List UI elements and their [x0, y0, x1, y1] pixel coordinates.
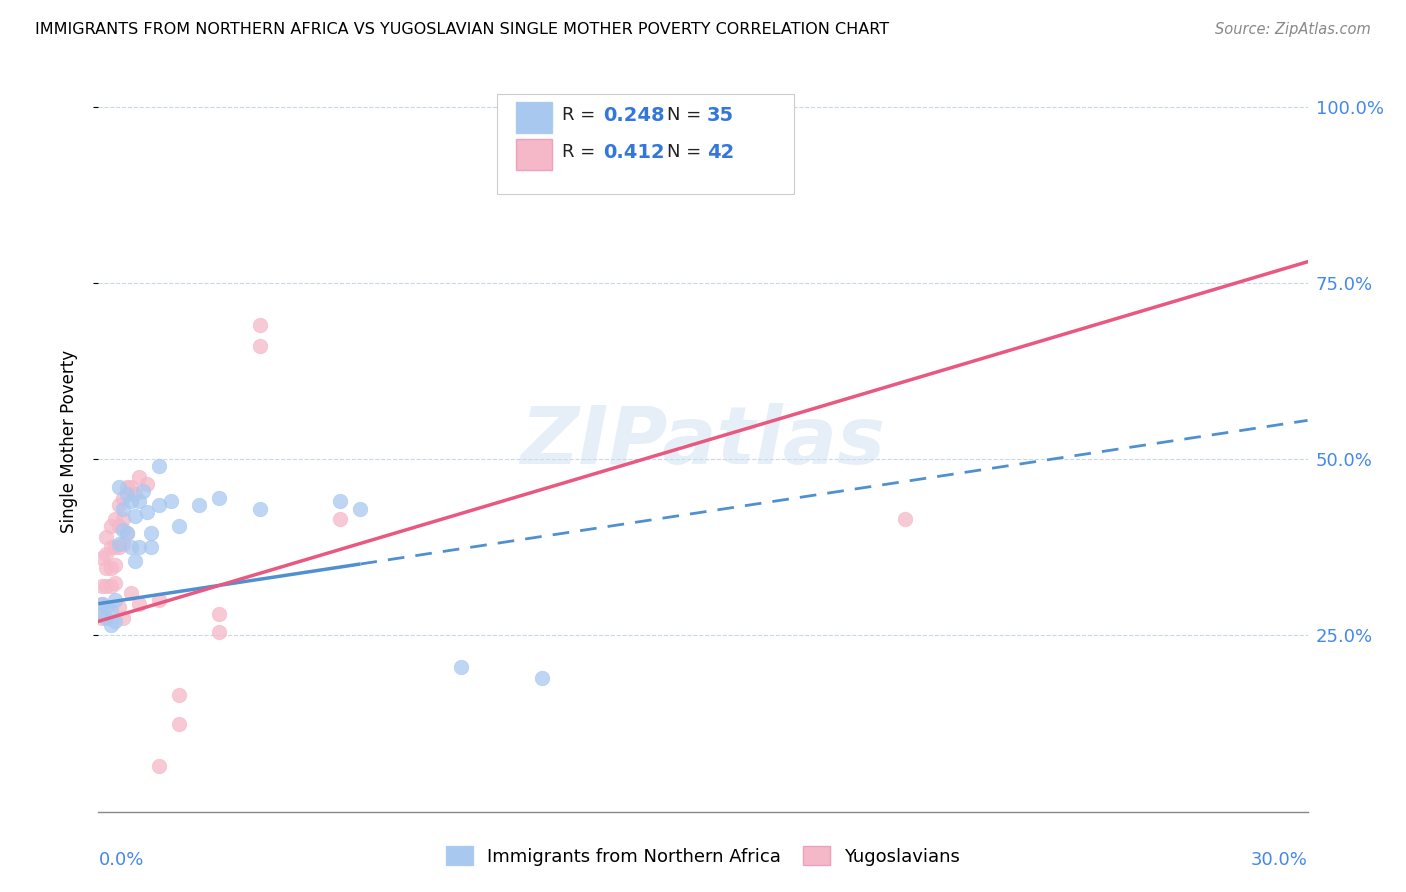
- Point: [139, 526, 162, 541]
- Text: 42: 42: [707, 143, 734, 161]
- Text: IMMIGRANTS FROM NORTHERN AFRICA VS YUGOSLAVIAN SINGLE MOTHER POVERTY CORRELATION: IMMIGRANTS FROM NORTHERN AFRICA VS YUGOS…: [35, 22, 889, 37]
- Point: [107, 498, 129, 512]
- Point: [103, 512, 125, 526]
- Point: [103, 558, 125, 572]
- Point: [111, 611, 134, 625]
- Point: [111, 491, 134, 505]
- Point: [160, 494, 183, 508]
- Text: N =: N =: [666, 106, 707, 124]
- Point: [148, 459, 170, 474]
- Point: [100, 618, 122, 632]
- Point: [135, 505, 157, 519]
- Text: 35: 35: [707, 105, 734, 125]
- Point: [91, 550, 114, 565]
- FancyBboxPatch shape: [498, 94, 793, 194]
- Point: [139, 541, 162, 555]
- Point: [893, 512, 915, 526]
- Point: [96, 547, 118, 561]
- Point: [148, 593, 170, 607]
- Point: [329, 512, 352, 526]
- FancyBboxPatch shape: [516, 102, 551, 133]
- Point: [167, 519, 190, 533]
- Point: [188, 498, 211, 512]
- Point: [124, 487, 146, 501]
- Point: [249, 318, 271, 333]
- Point: [91, 579, 114, 593]
- Point: [91, 597, 114, 611]
- Point: [208, 624, 231, 639]
- Point: [91, 597, 114, 611]
- Point: [91, 611, 114, 625]
- Point: [530, 671, 553, 685]
- Point: [100, 541, 122, 555]
- Point: [450, 660, 472, 674]
- Point: [100, 561, 122, 575]
- Point: [349, 501, 371, 516]
- Point: [115, 526, 138, 541]
- Point: [96, 611, 118, 625]
- Point: [103, 615, 125, 629]
- Point: [167, 689, 190, 703]
- Point: [96, 561, 118, 575]
- Point: [107, 600, 129, 615]
- Point: [96, 579, 118, 593]
- Text: 0.0%: 0.0%: [98, 850, 143, 869]
- Point: [115, 487, 138, 501]
- FancyBboxPatch shape: [516, 139, 551, 169]
- Point: [128, 597, 150, 611]
- Point: [120, 480, 142, 494]
- Point: [120, 494, 142, 508]
- Point: [120, 586, 142, 600]
- Point: [329, 494, 352, 508]
- Point: [96, 530, 118, 544]
- Point: [249, 339, 271, 353]
- Point: [208, 491, 231, 505]
- Text: 0.412: 0.412: [603, 143, 664, 161]
- Point: [115, 480, 138, 494]
- Point: [107, 480, 129, 494]
- Text: 0.248: 0.248: [603, 105, 664, 125]
- Text: 30.0%: 30.0%: [1251, 850, 1308, 869]
- Point: [107, 537, 129, 551]
- Point: [111, 523, 134, 537]
- Point: [100, 519, 122, 533]
- Text: Source: ZipAtlas.com: Source: ZipAtlas.com: [1215, 22, 1371, 37]
- Text: ZIPatlas: ZIPatlas: [520, 402, 886, 481]
- Point: [124, 554, 146, 568]
- Point: [96, 600, 118, 615]
- Point: [115, 526, 138, 541]
- Point: [107, 541, 129, 555]
- Point: [135, 476, 157, 491]
- Point: [148, 498, 170, 512]
- Point: [103, 575, 125, 590]
- Point: [148, 759, 170, 773]
- Point: [107, 519, 129, 533]
- Point: [103, 593, 125, 607]
- Text: R =: R =: [561, 106, 600, 124]
- Point: [128, 470, 150, 484]
- Legend: Immigrants from Northern Africa, Yugoslavians: Immigrants from Northern Africa, Yugosla…: [446, 847, 960, 865]
- Point: [128, 494, 150, 508]
- Point: [103, 541, 125, 555]
- Point: [132, 483, 155, 498]
- Point: [111, 512, 134, 526]
- Point: [124, 508, 146, 523]
- Point: [100, 579, 122, 593]
- Point: [111, 501, 134, 516]
- Point: [208, 607, 231, 622]
- Text: R =: R =: [561, 143, 600, 161]
- Point: [91, 607, 114, 622]
- Point: [120, 541, 142, 555]
- Point: [128, 541, 150, 555]
- Point: [249, 501, 271, 516]
- Point: [111, 537, 134, 551]
- Point: [167, 716, 190, 731]
- Text: N =: N =: [666, 143, 707, 161]
- Point: [100, 604, 122, 618]
- Y-axis label: Single Mother Poverty: Single Mother Poverty: [59, 350, 77, 533]
